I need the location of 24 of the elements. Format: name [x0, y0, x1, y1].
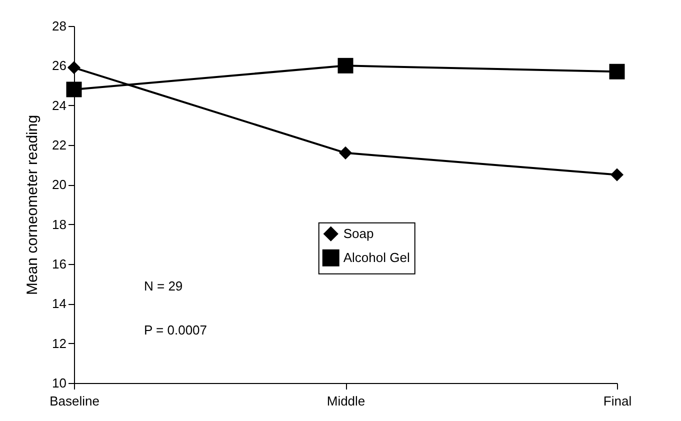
annotation: N = 29	[144, 278, 183, 294]
point	[66, 82, 82, 98]
point	[610, 168, 624, 182]
x-tick-label: Middle	[326, 394, 366, 408]
y-tick-label: 16	[52, 256, 66, 272]
y-tick-label: 14	[52, 296, 66, 312]
y-tick-label: 12	[52, 336, 66, 351]
y-axis-title: Mean corneometer reading	[24, 114, 42, 296]
y-tick-label: 18	[52, 216, 66, 232]
y-tick-label: 22	[52, 138, 66, 152]
annotation: P = 0.0007	[144, 322, 208, 338]
point	[609, 64, 625, 80]
y-tick-label: 26	[52, 58, 66, 74]
y-tick-label: 10	[52, 376, 66, 390]
y-tick-label: 28	[52, 18, 66, 34]
x-tick-label: Final	[603, 394, 632, 408]
point	[67, 61, 81, 74]
x-tick-label: Baseline	[50, 394, 100, 408]
legend-label: Alcohol Gel	[343, 250, 410, 265]
point	[338, 146, 352, 160]
y-tick-label: 24	[52, 98, 66, 113]
point	[338, 58, 354, 74]
legend-label: Soap	[343, 226, 374, 241]
y-tick-label: 20	[52, 177, 66, 192]
